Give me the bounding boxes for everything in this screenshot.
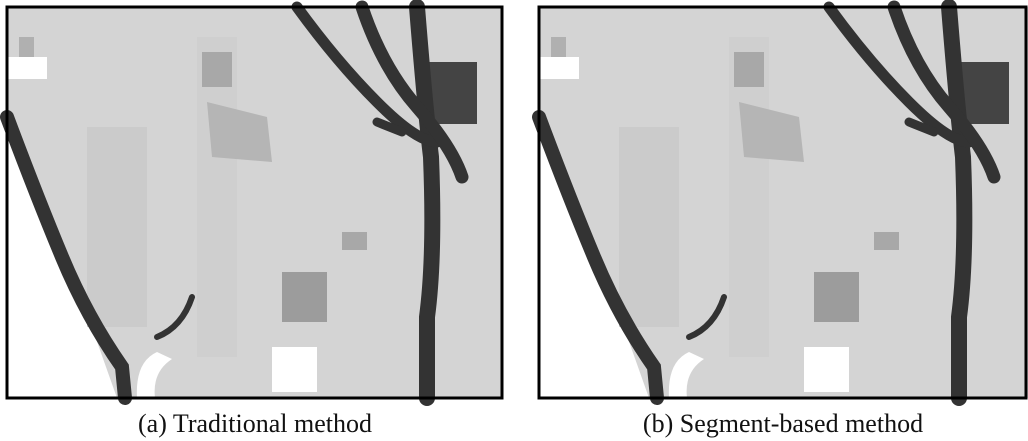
page: (a) Traditional method (b) Segment-based… [0, 0, 1028, 441]
caption: (b) Segment-based method [643, 409, 923, 438]
figure: (a) Traditional method (b) Segment-based… [0, 0, 1028, 441]
image-a [7, 7, 502, 398]
image-b [539, 7, 1028, 398]
caption: (a) Traditional method [138, 409, 372, 438]
